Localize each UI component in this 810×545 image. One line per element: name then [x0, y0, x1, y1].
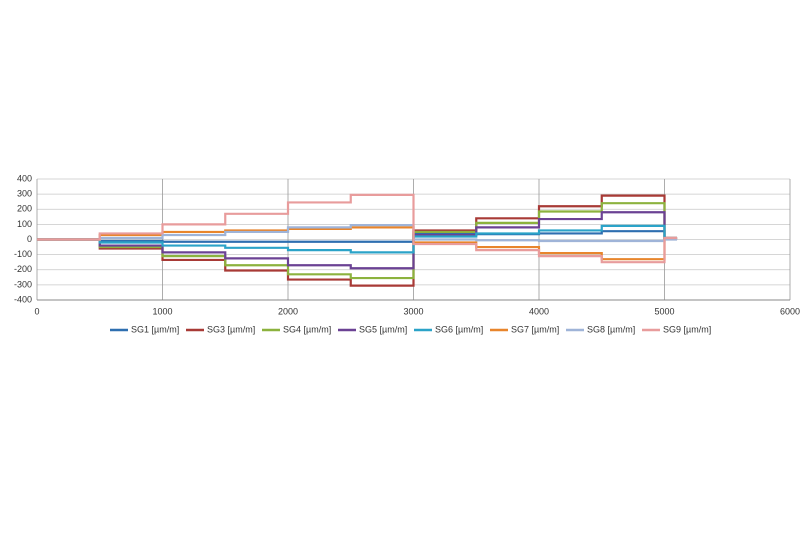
legend-label: SG9 [µm/m] [663, 324, 711, 334]
legend-label: SG4 [µm/m] [283, 324, 331, 334]
y-tick-label: 0 [27, 234, 32, 244]
y-tick-label: -100 [14, 249, 32, 259]
x-tick-label: 0 [34, 306, 39, 316]
x-tick-label: 1000 [152, 306, 172, 316]
x-tick-label: 6000 [780, 306, 800, 316]
y-tick-label: -400 [14, 294, 32, 304]
y-tick-label: 400 [17, 173, 32, 183]
series-line [37, 224, 678, 243]
y-tick-label: 100 [17, 219, 32, 229]
legend-label: SG8 [µm/m] [587, 324, 635, 334]
legend-label: SG7 [µm/m] [511, 324, 559, 334]
legend-label: SG3 [µm/m] [207, 324, 255, 334]
y-tick-label: -300 [14, 279, 32, 289]
legend-label: SG5 [µm/m] [359, 324, 407, 334]
series-line [37, 193, 678, 264]
y-tick-label: 300 [17, 189, 32, 199]
y-tick-label: 200 [17, 204, 32, 214]
x-tick-label: 3000 [403, 306, 423, 316]
x-tick-label: 5000 [654, 306, 674, 316]
series-line [37, 224, 678, 254]
legend-label: SG6 [µm/m] [435, 324, 483, 334]
x-tick-label: 4000 [529, 306, 549, 316]
x-tick-label: 2000 [278, 306, 298, 316]
y-tick-label: -200 [14, 264, 32, 274]
series-line [37, 211, 678, 270]
legend-label: SG1 [µm/m] [131, 324, 179, 334]
